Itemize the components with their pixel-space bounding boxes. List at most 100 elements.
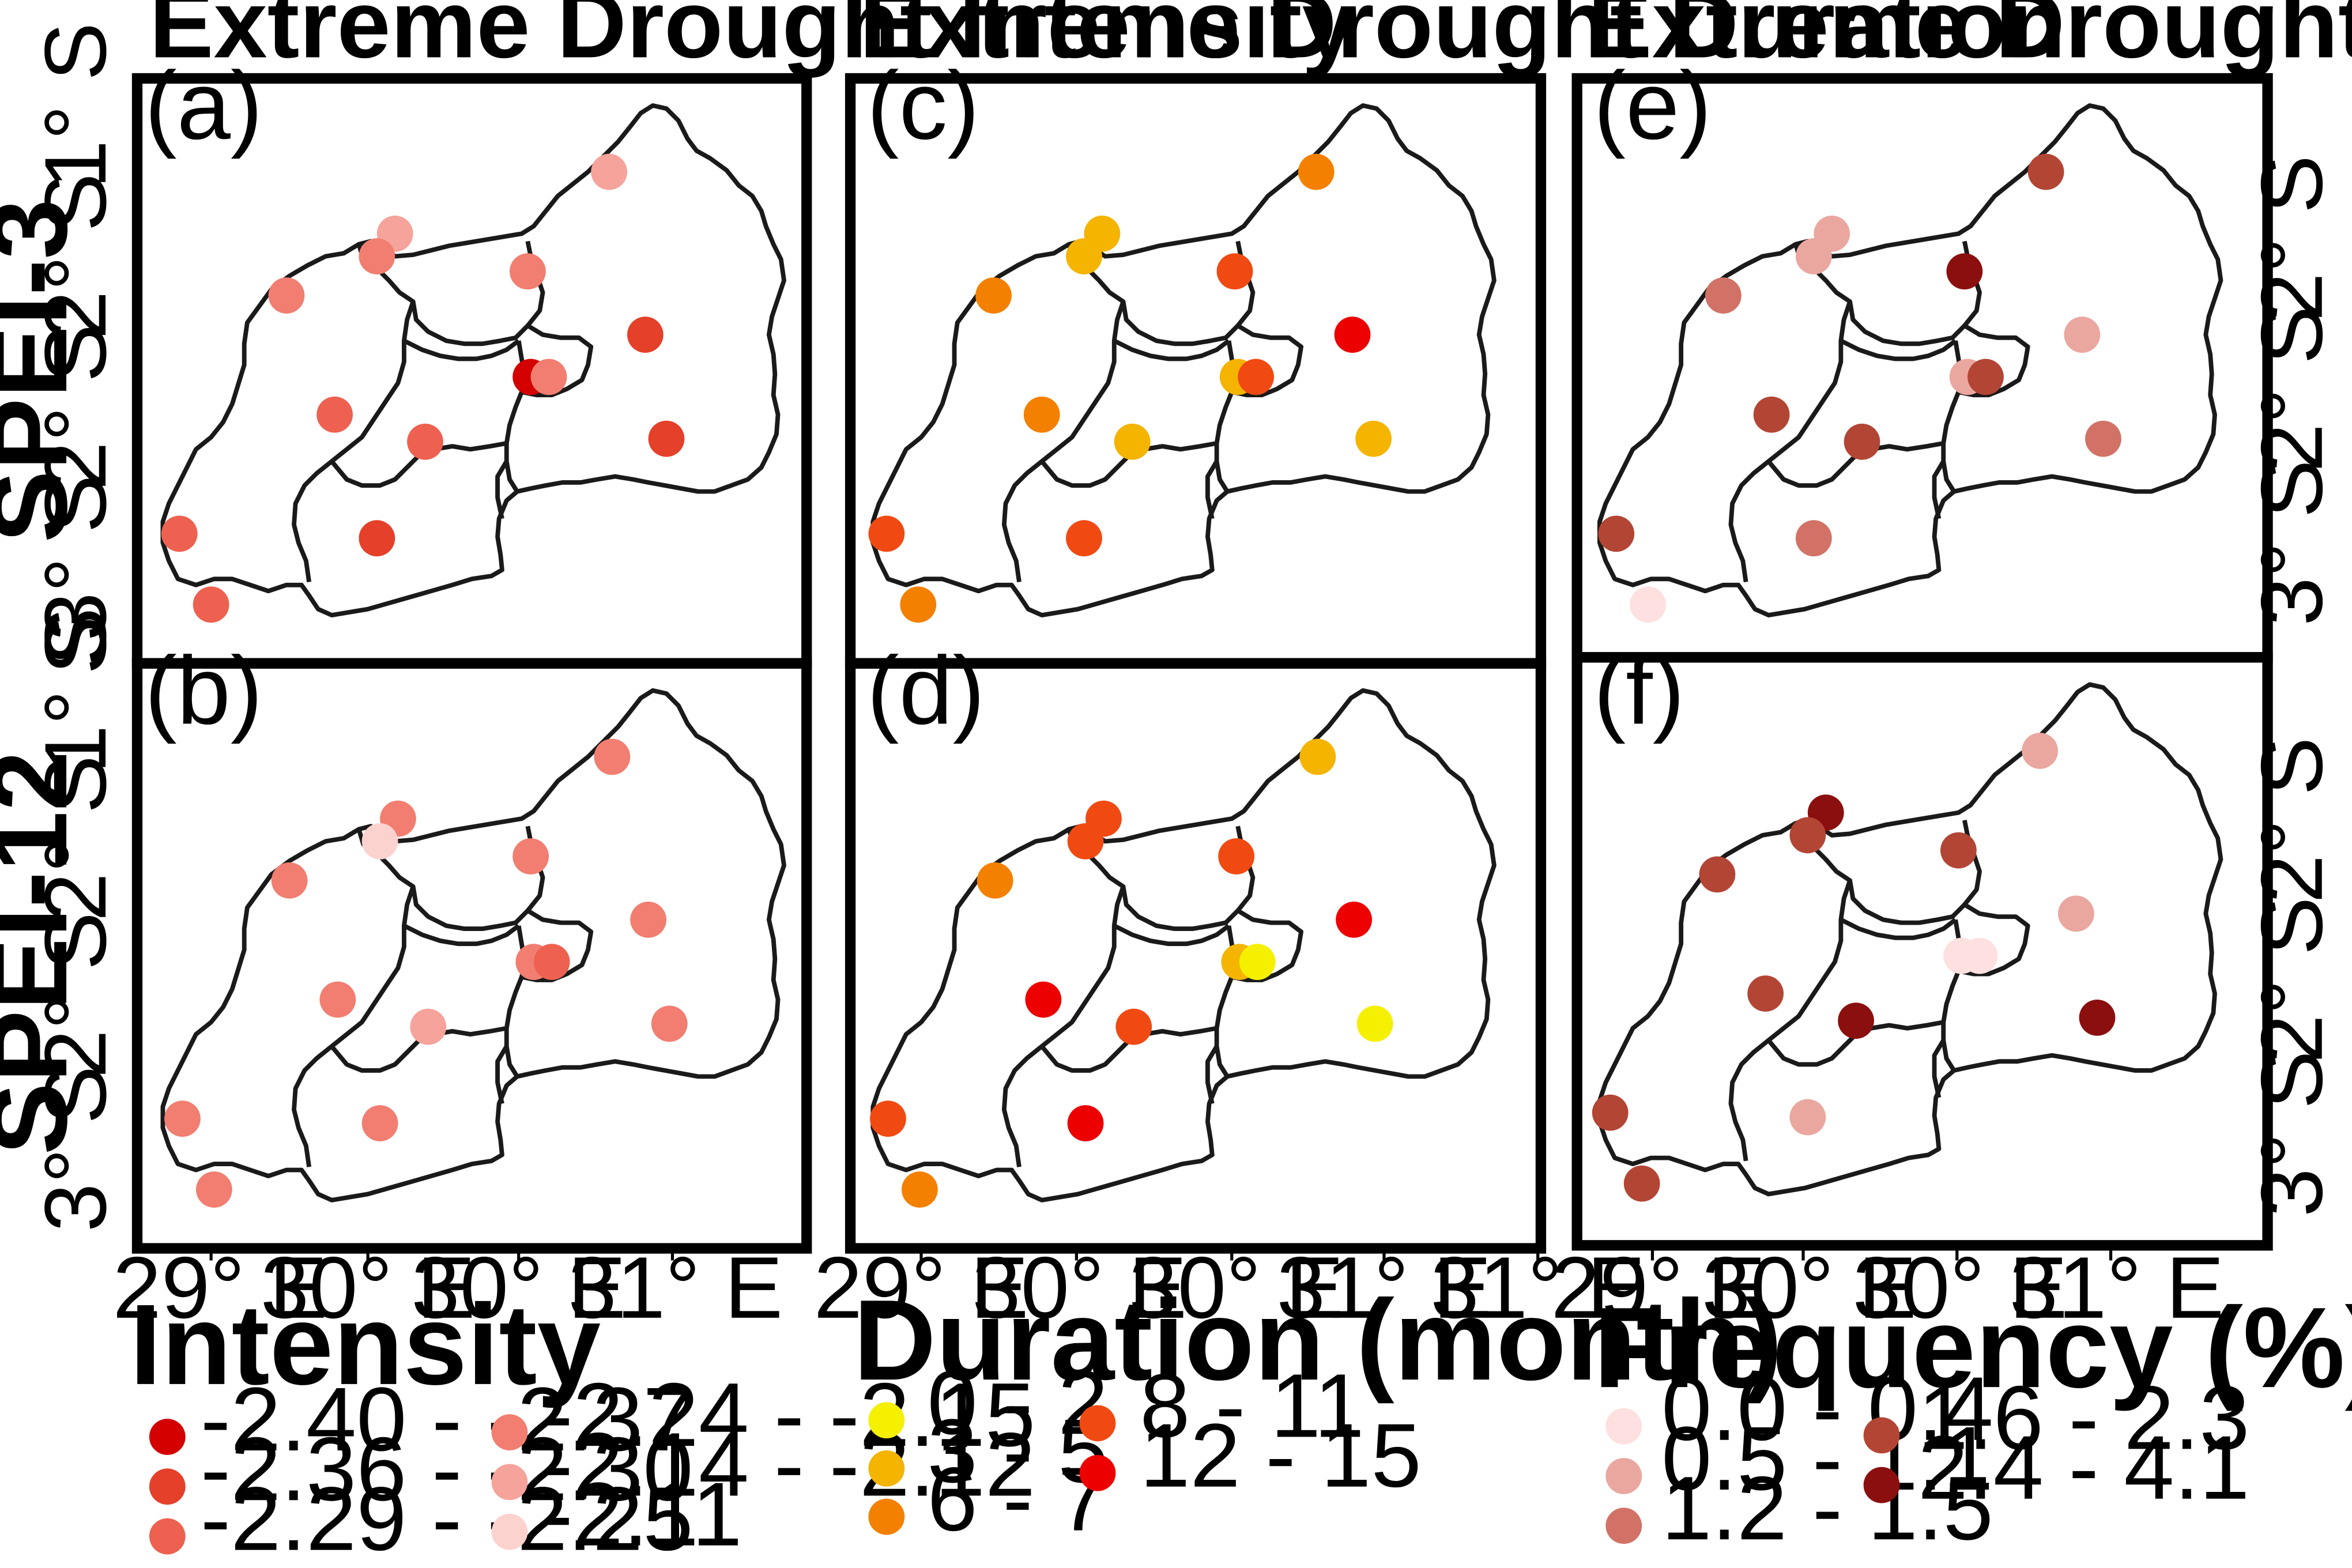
row-label-spei12: SPEI-12 (0, 751, 89, 1155)
station-point (977, 862, 1013, 899)
station-point (1630, 586, 1666, 623)
station-point (1066, 238, 1102, 274)
legend-label: -2.36 - -2.30 (201, 1419, 693, 1520)
lon-tick: 31° E (1430, 1239, 1645, 1337)
station-point (594, 738, 631, 775)
station-point (1747, 975, 1784, 1012)
legend-duration: Duration (month) 0 - 2 3 - 5 6 - 7 8 - 1… (853, 1276, 1782, 1550)
station-point (1218, 838, 1254, 875)
station-point (1598, 515, 1635, 552)
station-point (407, 423, 443, 460)
lon-tick: 29° E (1551, 1239, 1766, 1337)
station-point (196, 1171, 232, 1208)
stations-b (164, 738, 688, 1208)
lat-tick: 3° S (27, 475, 125, 641)
lon-tick: 31° E (568, 1239, 783, 1337)
station-point (1592, 1094, 1629, 1131)
station-point (2027, 153, 2064, 190)
station-point (1067, 823, 1104, 860)
panel-c: (c) (845, 52, 1547, 669)
station-point (410, 1008, 447, 1045)
legend-title: Frequency (%) (1593, 1284, 2352, 1412)
panel-label-d: (d) (867, 636, 985, 744)
panel-frame (131, 658, 812, 1254)
lon-tick: 30° E (411, 1239, 626, 1337)
station-point (975, 277, 1012, 314)
station-point (651, 1005, 688, 1042)
station-point (870, 1100, 906, 1137)
rwanda-map (163, 691, 784, 1200)
station-point (1355, 420, 1392, 457)
legend-frequency: Frequency (%) 0.0 - 0.4 0.5 - 1.1 1.2 - … (1593, 1284, 2352, 1559)
legend-swatch (868, 1402, 905, 1439)
lon-tick: 30° E (1702, 1239, 1917, 1337)
legend-label: -2.29 - -2.25 (201, 1469, 693, 1568)
lat-tick: 3° S (27, 1066, 125, 1232)
station-point (1967, 359, 2004, 395)
legend-title: Intensity (130, 1281, 601, 1409)
lat-tick-right: 3° S (2244, 1051, 2341, 1217)
legend-label: 0.5 - 1.1 (1661, 1408, 1993, 1509)
station-point (1067, 1105, 1104, 1141)
station-point (1946, 253, 1983, 290)
panel-label-c: (c) (867, 52, 979, 160)
stations-f (1592, 733, 2116, 1202)
legend-label: 0.0 - 0.4 (1661, 1359, 1993, 1460)
station-point (1115, 1008, 1152, 1045)
lat-tick-right: 2° S (2244, 897, 2341, 1063)
panel-frame (1571, 652, 2273, 1251)
station-point (1699, 856, 1736, 893)
lon-tick: 30° E (1853, 1239, 2068, 1337)
station-point (319, 981, 356, 1018)
panel-label-e: (e) (1593, 52, 1712, 160)
station-point (1299, 738, 1336, 775)
legend-swatch (1079, 1454, 1116, 1491)
bottom-axis-ticks (209, 1248, 2113, 1261)
station-point (2058, 895, 2094, 932)
station-point (1334, 316, 1371, 353)
lat-tick: 1° S (27, 608, 125, 774)
column-title-intensity: Extreme Drought Intensity (149, 0, 1356, 78)
rwanda-map (1600, 105, 2221, 615)
legend-swatch (1863, 1467, 1900, 1503)
lon-tick: 30° E (1129, 1239, 1344, 1337)
station-point (900, 586, 937, 623)
legend-label: -2.11 (543, 1464, 742, 1565)
legend-label: 0 - 2 (927, 1352, 1108, 1453)
legend-swatch (868, 1450, 905, 1487)
station-point (1298, 153, 1335, 190)
legend-label: 1.6 - 2.3 (1918, 1367, 2250, 1468)
panel-e: (e) (1571, 52, 2273, 663)
station-point (271, 862, 308, 899)
lon-tick: 31° E (1277, 1239, 1492, 1337)
lon-tick: 30° E (261, 1239, 476, 1337)
legend-swatch (491, 1414, 528, 1450)
station-point (164, 1100, 201, 1137)
legend-swatch (1079, 1405, 1116, 1442)
station-point (361, 823, 398, 860)
station-point (1753, 396, 1790, 433)
legend-intensity: Intensity -2.40 - -2.37 -2.36 - -2.30 -2… (130, 1281, 1035, 1568)
station-point (1216, 253, 1253, 290)
legend-swatch (1605, 1507, 1642, 1544)
station-point (359, 238, 395, 274)
station-point (2064, 316, 2101, 353)
station-point (533, 944, 570, 980)
station-point (359, 520, 395, 557)
column-title-frequency: Extreme Drought Frequency (1588, 0, 2352, 78)
station-point (1336, 902, 1372, 938)
legend-swatch (1605, 1458, 1642, 1494)
station-point (510, 253, 546, 290)
legend-label: -2.40 - -2.37 (201, 1369, 693, 1470)
lon-tick: 29° E (112, 1239, 327, 1337)
station-point (361, 1105, 398, 1141)
stations-c (868, 153, 1392, 623)
legend-title: Duration (month) (853, 1276, 1782, 1404)
legend-swatch (868, 1498, 905, 1535)
legend-swatch (149, 1468, 186, 1505)
station-point (1705, 277, 1742, 314)
legend-swatch (491, 1464, 528, 1501)
stations-a (161, 153, 685, 623)
panel-f: (f) (1571, 636, 2273, 1251)
stations-d (870, 738, 1393, 1208)
